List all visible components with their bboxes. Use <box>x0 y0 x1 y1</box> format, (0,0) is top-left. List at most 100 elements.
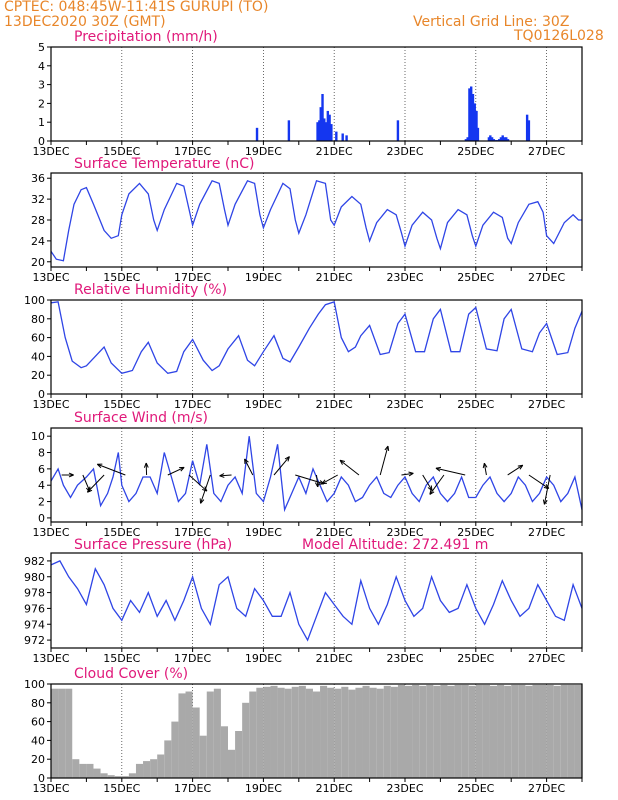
data-bar <box>504 685 512 778</box>
data-bar <box>466 137 469 141</box>
panel-0: Precipitation (mm/h) 0 1 2 3 4 5 13DEC 15DEC 17DE… <box>32 29 583 158</box>
x-tick-label: 17DEC <box>174 271 211 284</box>
data-bar <box>383 685 391 778</box>
data-bar <box>341 133 344 141</box>
y-tick-label: 972 <box>24 634 45 647</box>
y-tick-label: 0 <box>38 388 45 401</box>
wind-vector-head <box>284 456 290 460</box>
y-tick-label: 976 <box>24 602 45 615</box>
data-bar <box>553 685 561 778</box>
wind-vector-head <box>339 459 343 465</box>
x-tick-label: 13DEC <box>32 526 69 539</box>
wind-vector-head <box>384 445 389 451</box>
x-tick-label: 19DEC <box>245 145 282 158</box>
wind-vector-head <box>86 487 90 493</box>
wind-vector-head <box>542 499 545 505</box>
data-bar <box>546 684 554 778</box>
data-bar <box>326 110 330 141</box>
data-bar <box>341 686 349 778</box>
data-bar <box>86 763 94 778</box>
x-tick-label: 19DEC <box>245 652 282 665</box>
data-bar <box>506 139 510 141</box>
data-bar <box>235 731 243 778</box>
panel-title: Precipitation (mm/h) <box>74 29 218 45</box>
x-tick-label: 23DEC <box>386 782 423 795</box>
data-bar <box>362 685 370 778</box>
data-bar <box>213 688 221 778</box>
data-bar <box>397 684 405 778</box>
data-bar <box>114 776 122 778</box>
data-bar <box>121 776 129 778</box>
data-bar <box>206 691 214 778</box>
panel-title: Surface Wind (m/s) <box>74 410 208 426</box>
data-bar <box>318 120 321 141</box>
y-tick-label: 0 <box>38 135 45 148</box>
data-bar <box>220 726 228 778</box>
x-tick-label: 19DEC <box>245 782 282 795</box>
data-bar <box>447 685 455 778</box>
wind-vector <box>316 474 319 487</box>
data-bar <box>312 691 321 778</box>
data-bar <box>518 684 526 778</box>
data-bar <box>499 137 503 141</box>
data-bar <box>473 103 476 141</box>
data-bar <box>396 120 400 141</box>
wind-vector-head <box>429 489 432 495</box>
data-bar <box>390 686 398 778</box>
wind-vector <box>200 474 211 504</box>
wind-vector-head <box>544 500 548 505</box>
data-bar <box>355 687 363 778</box>
wind-vector-head <box>321 482 328 485</box>
x-tick-label: 23DEC <box>386 145 423 158</box>
wind-vector <box>167 466 185 476</box>
wind-vector <box>422 474 433 491</box>
x-tick-label: 13DEC <box>32 652 69 665</box>
wind-vector-head <box>219 473 225 477</box>
wind-vector-head <box>317 482 320 488</box>
y-tick-label: 36 <box>31 172 45 185</box>
header-grid-line: Vertical Grid Line: 30Z <box>413 14 570 30</box>
wind-vector-head <box>287 456 290 462</box>
panel-title: Cloud Cover (%) <box>74 666 188 682</box>
x-tick-label: 17DEC <box>174 398 211 411</box>
data-bar <box>503 137 506 141</box>
data-bar <box>412 684 420 778</box>
wind-vector-head <box>435 467 441 472</box>
data-bar <box>287 120 291 141</box>
x-tick-label: 25DEC <box>457 782 494 795</box>
data-bar <box>501 135 504 141</box>
data-bar <box>454 684 462 778</box>
data-bar <box>65 688 73 778</box>
wind-vector <box>97 463 126 476</box>
wind-vector <box>219 474 232 477</box>
y-tick-label: 8 <box>38 447 45 460</box>
data-bar <box>419 685 427 778</box>
data-bar <box>440 684 448 778</box>
y-tick-label: 0 <box>38 772 45 785</box>
data-bar <box>469 86 473 141</box>
wind-vector <box>429 474 445 495</box>
y-tick-label: 40 <box>31 350 45 363</box>
data-bar <box>492 139 496 141</box>
data-line <box>50 436 583 513</box>
data-bar <box>532 684 540 778</box>
data-bar <box>320 685 328 778</box>
y-tick-label: 100 <box>24 294 45 307</box>
data-bar <box>178 693 186 778</box>
data-bar <box>468 685 476 778</box>
data-bar <box>284 688 292 778</box>
data-bar <box>461 684 469 778</box>
x-tick-label: 27DEC <box>528 652 565 665</box>
panel-1: Surface Temperature (nC) 20 24 28 32 36 13DEC 1… <box>31 156 583 284</box>
wind-vector <box>528 474 550 489</box>
data-bar <box>164 740 172 778</box>
x-tick-label: 13DEC <box>32 782 69 795</box>
panel-title: Surface Pressure (hPa) <box>74 537 232 553</box>
data-bar <box>560 684 568 778</box>
panel-3: Surface Wind (m/s) 0 2 4 6 8 10 13DEC 15DEC 17DEC… <box>31 410 583 539</box>
wind-vector-head <box>430 485 433 491</box>
wind-vector-head <box>519 464 524 470</box>
data-bar <box>107 775 115 778</box>
x-tick-label: 15DEC <box>103 526 140 539</box>
y-tick-label: 3 <box>38 79 45 92</box>
